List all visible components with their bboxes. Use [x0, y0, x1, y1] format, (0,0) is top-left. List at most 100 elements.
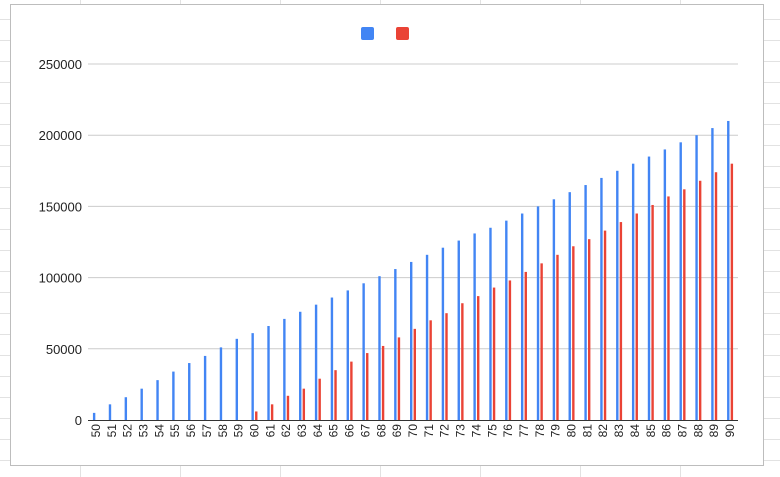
x-tick-label: 71 — [422, 424, 436, 438]
bar-series-1-66[interactable] — [346, 290, 349, 420]
bar-series-2-63[interactable] — [302, 388, 306, 420]
bar-series-1-76[interactable] — [505, 220, 508, 420]
bar-series-1-68[interactable] — [378, 276, 381, 420]
horizontal-gridlines — [88, 63, 738, 350]
bar-series-1-69[interactable] — [394, 269, 397, 420]
bar-series-1-67[interactable] — [362, 283, 365, 420]
bar-series-1-53[interactable] — [140, 388, 143, 420]
bar-series-2-80[interactable] — [572, 246, 575, 420]
legend-swatch-series-2[interactable] — [396, 27, 409, 40]
bar-series-2-76[interactable] — [508, 280, 512, 420]
bar-series-2-62[interactable] — [286, 395, 290, 420]
x-tick-label: 88 — [691, 424, 705, 438]
bar-series-1-54[interactable] — [156, 380, 159, 420]
x-tick-label: 58 — [216, 424, 230, 438]
bar-series-2-71[interactable] — [429, 320, 432, 420]
x-tick-label: 78 — [533, 424, 547, 438]
bar-series-1-85[interactable] — [647, 156, 651, 420]
x-tick-label: 50 — [89, 424, 103, 438]
bar-series-1-55[interactable] — [172, 371, 175, 420]
x-tick-label: 68 — [374, 424, 388, 438]
x-tick-label: 67 — [358, 424, 372, 438]
bar-series-1-52[interactable] — [124, 397, 128, 420]
bar-series-1-59[interactable] — [235, 338, 239, 420]
x-tick-label: 79 — [549, 424, 563, 438]
x-tick-label: 86 — [660, 424, 674, 438]
y-tick-label: 150000 — [39, 199, 82, 214]
bar-series-1-79[interactable] — [552, 199, 556, 420]
bar-series-1-56[interactable] — [188, 363, 191, 420]
bar-series-1-78[interactable] — [536, 206, 540, 420]
bar-series-2-81[interactable] — [587, 239, 591, 420]
bar-series-2-70[interactable] — [413, 328, 416, 420]
bar-series-2-90[interactable] — [730, 163, 734, 420]
x-tick-label: 57 — [200, 424, 214, 438]
x-tick-label: 69 — [390, 424, 404, 438]
bar-series-2-89[interactable] — [714, 172, 718, 420]
bar-series-2-75[interactable] — [492, 287, 496, 420]
bar-series-2-61[interactable] — [270, 404, 274, 420]
y-axis-tick-labels: 0 50000 100000 150000 200000 250000 — [39, 57, 82, 428]
bar-series-1-86[interactable] — [663, 149, 667, 420]
bar-series-1-90[interactable] — [727, 120, 730, 421]
bar-series-2-69[interactable] — [397, 337, 401, 420]
bar-series-1-57[interactable] — [203, 355, 207, 420]
bar-series-1-72[interactable] — [441, 247, 445, 420]
bar-series-1-80[interactable] — [568, 192, 571, 420]
bar-series-1-63[interactable] — [299, 311, 302, 420]
bar-series-2-60[interactable] — [255, 411, 258, 420]
bar-series-1-62[interactable] — [283, 318, 286, 420]
bar-series-1-50[interactable] — [92, 412, 96, 420]
bar-series-2-74[interactable] — [477, 296, 480, 420]
bar-series-1-58[interactable] — [219, 347, 223, 420]
x-tick-label: 59 — [232, 424, 246, 438]
bar-series-1-81[interactable] — [584, 185, 587, 420]
x-tick-label: 75 — [485, 424, 499, 438]
bar-series-1-64[interactable] — [314, 304, 318, 420]
y-tick-label: 200000 — [39, 128, 82, 143]
x-tick-label: 83 — [612, 424, 626, 438]
bar-series-2-77[interactable] — [524, 271, 527, 420]
chart-card[interactable] — [10, 4, 764, 466]
bar-series-1-83[interactable] — [616, 170, 619, 420]
bar-series-2-84[interactable] — [635, 213, 638, 420]
bar-series-2-79[interactable] — [556, 254, 559, 420]
bar-series-1-71[interactable] — [425, 254, 429, 420]
bar-series-1-61[interactable] — [267, 326, 270, 420]
bar-series-2-86[interactable] — [667, 196, 670, 420]
bar-series-1-89[interactable] — [711, 128, 714, 420]
bar-series-1-73[interactable] — [457, 240, 460, 420]
bar-series-1-70[interactable] — [410, 261, 413, 420]
bar-series-2-78[interactable] — [540, 263, 543, 420]
bar-series-2-67[interactable] — [366, 353, 369, 420]
y-tick-label: 0 — [75, 413, 82, 428]
bar-series-2-87[interactable] — [683, 189, 686, 420]
bar-series-2-73[interactable] — [461, 303, 464, 420]
bar-series-2-82[interactable] — [603, 230, 607, 420]
bar-series-1-74[interactable] — [473, 233, 476, 420]
bar-series-1-77[interactable] — [520, 213, 524, 420]
bar-series-2-68[interactable] — [381, 345, 385, 420]
x-tick-label: 61 — [263, 424, 277, 438]
bar-series-1-87[interactable] — [679, 142, 682, 420]
bar-series-2-88[interactable] — [698, 180, 702, 420]
x-tick-label: 60 — [247, 424, 261, 438]
legend-swatch-series-1[interactable] — [361, 27, 374, 40]
bar-series-1-51[interactable] — [108, 404, 112, 420]
bar-series-1-88[interactable] — [695, 135, 698, 420]
x-tick-label: 74 — [469, 424, 483, 438]
bar-series-1-60[interactable] — [251, 333, 254, 420]
bar-series-2-65[interactable] — [334, 370, 337, 420]
x-tick-label: 80 — [565, 424, 579, 438]
bar-series-1-65[interactable] — [330, 297, 334, 420]
x-tick-label: 85 — [644, 424, 658, 438]
bar-series-1-82[interactable] — [600, 177, 603, 420]
bar-series-2-72[interactable] — [445, 313, 448, 420]
bar-series-2-83[interactable] — [619, 222, 623, 420]
bar-series-2-66[interactable] — [350, 361, 353, 420]
bar-series-2-85[interactable] — [651, 204, 654, 420]
bar-series-1-75[interactable] — [489, 227, 492, 420]
bar-series-2-64[interactable] — [318, 378, 321, 420]
bar-series-1-84[interactable] — [631, 163, 635, 420]
x-axis-tick-labels: 50 51 52 53 54 55 56 57 58 59 60 61 62 63 64 65 66 67 68 69… — [89, 424, 737, 438]
